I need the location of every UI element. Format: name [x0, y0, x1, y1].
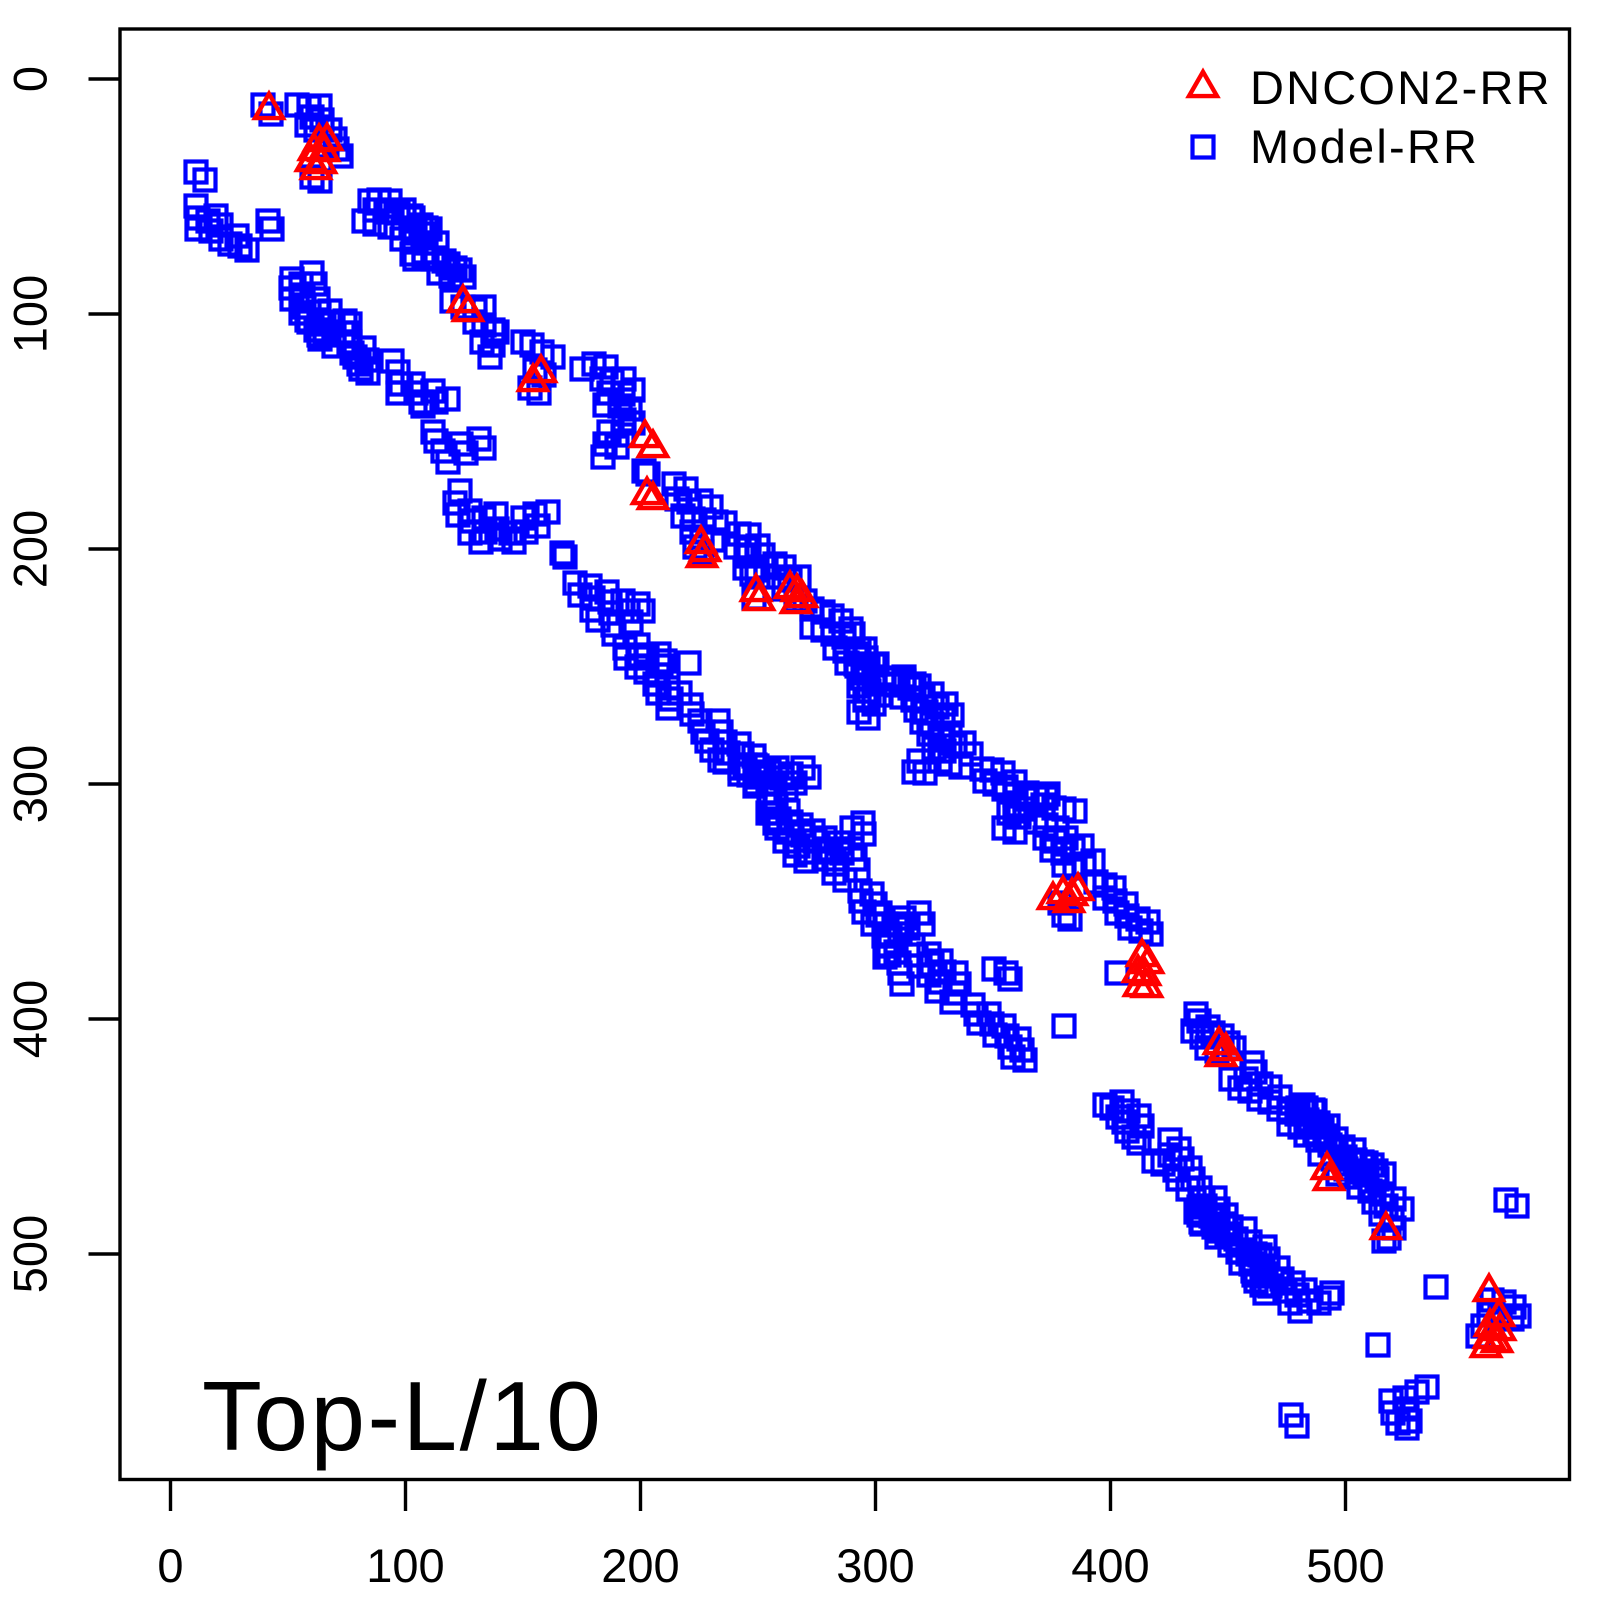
svg-text:200: 200: [4, 510, 57, 588]
svg-text:500: 500: [4, 1215, 57, 1293]
svg-text:400: 400: [4, 980, 57, 1058]
svg-text:400: 400: [1071, 1539, 1149, 1592]
svg-text:200: 200: [601, 1539, 679, 1592]
svg-text:Top-L/10: Top-L/10: [202, 1361, 603, 1471]
svg-text:100: 100: [366, 1539, 444, 1592]
svg-text:0: 0: [157, 1539, 183, 1592]
svg-text:300: 300: [4, 745, 57, 823]
svg-text:DNCON2-RR: DNCON2-RR: [1250, 61, 1552, 114]
svg-text:300: 300: [836, 1539, 914, 1592]
svg-text:500: 500: [1306, 1539, 1384, 1592]
svg-text:0: 0: [4, 66, 57, 92]
svg-text:100: 100: [4, 275, 57, 353]
svg-text:Model-RR: Model-RR: [1250, 120, 1479, 173]
